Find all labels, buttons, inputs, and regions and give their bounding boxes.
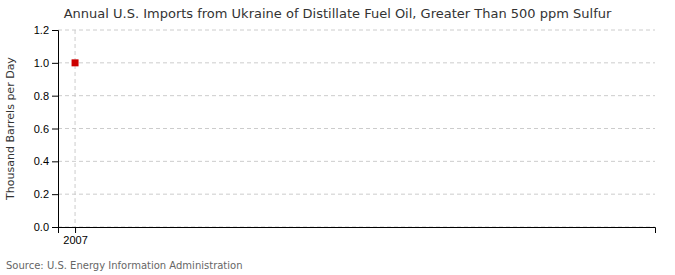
tick-label: 0.4 bbox=[34, 155, 49, 167]
grid-line-y bbox=[58, 62, 655, 63]
point bbox=[72, 59, 79, 66]
points bbox=[72, 59, 79, 66]
tick-label: 2007 bbox=[63, 234, 87, 246]
tick: 1.0 bbox=[34, 57, 58, 69]
tick: 0.0 bbox=[34, 221, 58, 233]
y-axis: 0.0 0.2 0.4 0.6 0.8 1.0 1.2 bbox=[34, 24, 59, 233]
tick-mark bbox=[52, 161, 58, 162]
grid-line-y bbox=[58, 161, 655, 162]
tick: 0.8 bbox=[34, 90, 58, 102]
tick-label: 0.2 bbox=[34, 188, 49, 200]
grid bbox=[58, 30, 655, 227]
axis-line bbox=[59, 228, 656, 234]
axis-line bbox=[52, 31, 59, 228]
tick: 2007 bbox=[63, 227, 87, 246]
tick-mark bbox=[52, 227, 58, 228]
source: Source: U.S. Energy Information Administ… bbox=[6, 260, 243, 271]
y-axis-title: Thousand Barrels per Day bbox=[4, 57, 17, 201]
tick: 1.2 bbox=[34, 24, 58, 36]
grid-line-y bbox=[58, 95, 655, 96]
chart: 2007 0.0 0.2 0.4 0.6 0.8 1.0 1.2 Annual U.S. Imp… bbox=[0, 0, 675, 275]
tick-mark bbox=[52, 30, 58, 31]
grid-line-y bbox=[58, 30, 655, 31]
tick-label: 1.0 bbox=[34, 57, 49, 69]
tick-label: 0.6 bbox=[34, 123, 49, 135]
tick: 0.2 bbox=[34, 188, 58, 200]
tick-mark bbox=[52, 129, 58, 130]
title: Annual U.S. Imports from Ukraine of Dist… bbox=[64, 6, 612, 21]
tick-mark bbox=[52, 194, 58, 195]
tick: 0.4 bbox=[34, 155, 58, 167]
tick-label: 0.0 bbox=[34, 221, 49, 233]
x-axis: 2007 bbox=[59, 227, 656, 246]
grid-line-y bbox=[58, 194, 655, 195]
tick: 0.6 bbox=[34, 123, 58, 135]
grid-line-y bbox=[58, 128, 655, 129]
tick-label: 0.8 bbox=[34, 90, 49, 102]
tick-mark bbox=[52, 63, 58, 64]
tick-mark bbox=[52, 96, 58, 97]
tick-mark bbox=[75, 227, 76, 233]
plot: 2007 0.0 0.2 0.4 0.6 0.8 1.0 1.2 bbox=[34, 24, 656, 246]
tick-label: 1.2 bbox=[34, 24, 49, 36]
